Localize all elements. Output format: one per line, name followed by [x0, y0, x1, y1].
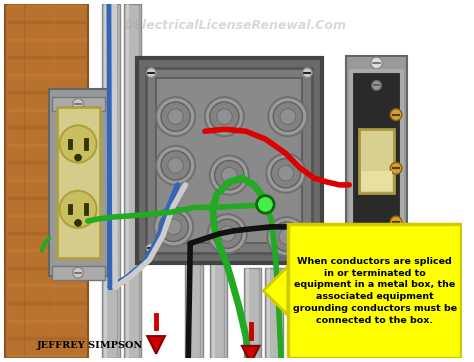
Polygon shape — [264, 266, 288, 315]
Bar — [146, 68, 312, 253]
Bar — [210, 263, 228, 358]
Bar — [52, 97, 105, 111]
Bar — [102, 4, 120, 358]
Circle shape — [215, 160, 244, 190]
Circle shape — [371, 253, 383, 265]
Circle shape — [302, 68, 312, 77]
Circle shape — [210, 102, 239, 131]
Circle shape — [73, 268, 83, 278]
Bar — [351, 71, 402, 251]
Circle shape — [271, 159, 301, 188]
Circle shape — [74, 154, 82, 161]
Bar — [84, 203, 88, 215]
Text: ©ElectricalLicenseRenewal.Com: ©ElectricalLicenseRenewal.Com — [122, 20, 346, 32]
Circle shape — [156, 97, 195, 136]
Text: When conductors are spliced
in or terminated to
equipment in a metal box, the
as: When conductors are spliced in or termin… — [292, 257, 456, 325]
Bar — [185, 263, 203, 358]
Circle shape — [280, 109, 296, 125]
Bar — [156, 77, 302, 243]
Circle shape — [213, 219, 242, 248]
Bar — [137, 58, 322, 263]
Circle shape — [279, 229, 295, 244]
Bar — [361, 171, 392, 191]
Circle shape — [210, 156, 249, 195]
Circle shape — [154, 207, 193, 247]
Polygon shape — [242, 346, 259, 362]
Bar — [244, 268, 262, 358]
Bar — [68, 139, 72, 149]
Circle shape — [166, 219, 182, 235]
Bar — [124, 4, 141, 358]
Circle shape — [390, 216, 402, 228]
Circle shape — [272, 222, 301, 251]
Bar — [49, 89, 108, 275]
Circle shape — [60, 191, 97, 228]
Circle shape — [266, 154, 305, 193]
Circle shape — [161, 151, 190, 180]
Bar — [56, 107, 100, 258]
Circle shape — [372, 232, 382, 241]
Circle shape — [390, 163, 402, 174]
Bar — [5, 4, 88, 358]
Bar — [68, 205, 72, 214]
Circle shape — [161, 102, 190, 131]
Circle shape — [60, 125, 97, 163]
Circle shape — [268, 97, 307, 136]
Bar — [359, 129, 394, 193]
Circle shape — [371, 57, 383, 69]
Circle shape — [390, 109, 402, 121]
Circle shape — [217, 109, 232, 125]
Circle shape — [256, 195, 274, 213]
Circle shape — [278, 165, 294, 181]
Circle shape — [302, 243, 312, 253]
Bar — [288, 224, 462, 358]
Circle shape — [221, 167, 237, 183]
Circle shape — [391, 227, 401, 237]
Text: JEFFREY SIMPSON: JEFFREY SIMPSON — [37, 341, 143, 350]
Bar — [351, 71, 402, 251]
Circle shape — [205, 97, 244, 136]
Circle shape — [156, 146, 195, 185]
Circle shape — [219, 226, 235, 241]
Circle shape — [273, 102, 302, 131]
Circle shape — [267, 217, 306, 256]
Circle shape — [372, 80, 382, 90]
Polygon shape — [147, 336, 165, 354]
Circle shape — [159, 212, 188, 241]
Circle shape — [74, 219, 82, 226]
Bar — [265, 268, 283, 358]
Circle shape — [73, 98, 83, 109]
Bar — [52, 266, 105, 279]
Circle shape — [146, 243, 156, 253]
Bar — [346, 56, 407, 266]
Bar — [84, 138, 88, 150]
Circle shape — [168, 157, 183, 173]
Circle shape — [146, 68, 156, 77]
Circle shape — [208, 214, 247, 253]
Circle shape — [168, 109, 183, 125]
